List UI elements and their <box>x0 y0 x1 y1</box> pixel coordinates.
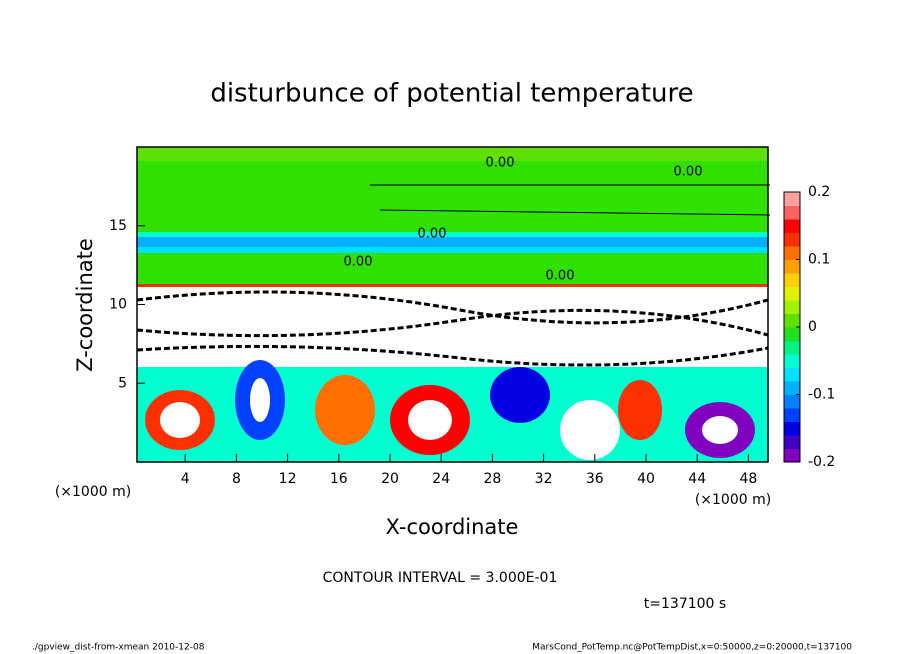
x-tick-label: 36 <box>586 471 604 487</box>
colorbar-cell <box>784 340 800 355</box>
colorbar-cell <box>784 219 800 233</box>
colorbar-cell <box>784 232 800 247</box>
x-tick-label: 32 <box>535 471 553 487</box>
colorbar-cell <box>784 273 800 287</box>
colorbar-cell <box>784 394 800 409</box>
x-tick-label: 8 <box>232 471 241 487</box>
x-tick-label: 40 <box>637 471 655 487</box>
colorbar-tick-label: -0.1 <box>808 387 835 403</box>
colorbar-cell <box>784 286 800 301</box>
colorbar-cell <box>784 259 800 274</box>
colorbar-cell <box>784 381 800 395</box>
contour-label: 0.00 <box>418 227 447 242</box>
colorbar-cell <box>784 327 800 341</box>
time-label: t=137100 s <box>644 596 726 612</box>
y-tick-label: 15 <box>109 218 127 234</box>
x-tick-label: 20 <box>381 471 399 487</box>
x-tick-label: 44 <box>688 471 706 487</box>
colorbar-cell <box>784 408 800 422</box>
colorbar-cell <box>784 300 800 314</box>
colorbar-cell <box>784 435 800 449</box>
field-background <box>136 147 771 462</box>
chart-title: disturbunce of potential temperature <box>210 79 693 109</box>
colorbar-cell <box>784 367 800 382</box>
y-tick-label: 10 <box>109 297 127 313</box>
x-unit: (×1000 m) <box>695 492 771 508</box>
footer-left: ./gpview_dist-from-xmean 2010-12-08 <box>32 643 205 653</box>
colorbar-cell <box>784 354 800 368</box>
colorbar-tick-label: 0.2 <box>808 184 830 200</box>
colorbar-tick-label: 0.1 <box>808 252 830 268</box>
colorbar-cell <box>784 421 800 436</box>
footer-right: MarsCond_PotTemp.nc@PotTempDist,x=0:5000… <box>532 643 852 653</box>
colorbar-tick-label: -0.2 <box>808 454 835 470</box>
colorbar-cell <box>784 246 800 260</box>
x-tick-label: 24 <box>432 471 450 487</box>
x-tick-label: 28 <box>483 471 501 487</box>
y-unit: (×1000 m) <box>55 484 131 500</box>
colorbar-tick-label: 0 <box>808 319 817 335</box>
contour-label: 0.00 <box>546 269 575 284</box>
x-tick-label: 12 <box>279 471 297 487</box>
contour-label: 0.00 <box>674 165 703 180</box>
x-tick-label: 48 <box>739 471 757 487</box>
contour-interval: CONTOUR INTERVAL = 3.000E-01 <box>323 570 558 586</box>
colorbar-cell <box>784 448 800 463</box>
x-tick-label: 16 <box>330 471 348 487</box>
x-axis-label: X-coordinate <box>386 515 519 539</box>
contour-label: 0.00 <box>344 255 373 270</box>
colorbar-cell <box>784 192 800 206</box>
colorbar-cell <box>784 205 800 220</box>
x-tick-label: 4 <box>181 471 190 487</box>
y-axis-label: Z-coordinate <box>73 238 97 372</box>
contour-label: 0.00 <box>486 156 515 171</box>
y-tick-label: 5 <box>118 375 127 391</box>
colorbar-cell <box>784 313 800 328</box>
